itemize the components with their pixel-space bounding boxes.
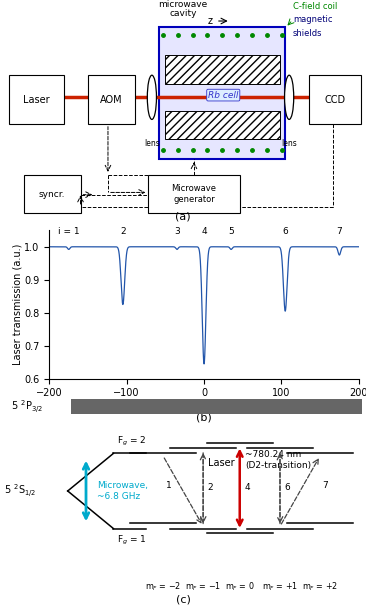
FancyBboxPatch shape [24, 175, 81, 213]
Text: (b): (b) [196, 412, 212, 422]
Text: CCD: CCD [324, 95, 346, 105]
Ellipse shape [285, 75, 294, 119]
Text: 3: 3 [174, 227, 180, 236]
Text: m$_F$ = +1: m$_F$ = +1 [262, 580, 298, 593]
FancyBboxPatch shape [148, 175, 240, 213]
Text: m$_F$ = +2: m$_F$ = +2 [302, 580, 338, 593]
Bar [159, 27, 285, 159]
Text: 5 $^2$S$_{1/2}$: 5 $^2$S$_{1/2}$ [4, 482, 36, 499]
FancyBboxPatch shape [9, 75, 64, 124]
Text: AOM: AOM [100, 95, 123, 105]
Text: magnetic: magnetic [293, 15, 332, 24]
Text: (a): (a) [175, 211, 191, 221]
Bar [165, 110, 280, 139]
Text: 7: 7 [336, 227, 342, 236]
FancyBboxPatch shape [309, 75, 361, 124]
Text: Laser: Laser [23, 95, 50, 105]
Text: 1: 1 [166, 481, 172, 490]
Text: 6: 6 [282, 227, 288, 236]
Text: lens: lens [144, 139, 160, 148]
Text: F$_g$ = 2: F$_g$ = 2 [117, 435, 147, 448]
Text: Microwave,
~6.8 GHz: Microwave, ~6.8 GHz [97, 481, 148, 501]
Y-axis label: Laser transmission (a.u.): Laser transmission (a.u.) [13, 244, 23, 365]
Bar [165, 55, 280, 84]
Text: 4: 4 [244, 483, 250, 492]
Text: cavity: cavity [169, 8, 197, 18]
Text: (c): (c) [176, 595, 190, 605]
Text: C-field coil: C-field coil [293, 2, 337, 11]
Text: z: z [207, 16, 212, 26]
Text: syncr.: syncr. [39, 190, 66, 199]
Text: shields: shields [293, 28, 322, 38]
Text: 5 $^2$P$_{3/2}$: 5 $^2$P$_{3/2}$ [11, 398, 43, 415]
Text: Laser: Laser [208, 458, 234, 468]
Text: 2: 2 [208, 483, 213, 492]
Bar [71, 399, 362, 413]
Text: Microwave
generator: Microwave generator [172, 184, 216, 204]
FancyBboxPatch shape [88, 75, 135, 124]
Text: m$_F$ = $-$1: m$_F$ = $-$1 [185, 580, 221, 593]
Text: 4: 4 [201, 227, 207, 236]
Text: F$_g$ = 1: F$_g$ = 1 [117, 534, 147, 547]
Text: m$_F$ = 0: m$_F$ = 0 [225, 580, 255, 593]
Text: m$_F$ = $-$2: m$_F$ = $-$2 [145, 580, 181, 593]
Text: 7: 7 [322, 481, 328, 490]
Text: 2: 2 [120, 227, 126, 236]
Ellipse shape [147, 75, 156, 119]
Text: 5: 5 [228, 227, 234, 236]
Text: microwave: microwave [158, 0, 208, 9]
Text: ~780.24 nm
(D2-transition): ~780.24 nm (D2-transition) [245, 450, 311, 470]
Text: lens: lens [281, 139, 297, 148]
X-axis label: Frequency detuning (kHz): Frequency detuning (kHz) [137, 404, 271, 414]
Text: i = 1: i = 1 [58, 227, 79, 236]
Text: 6: 6 [284, 483, 290, 492]
Text: Rb cell: Rb cell [208, 91, 238, 99]
